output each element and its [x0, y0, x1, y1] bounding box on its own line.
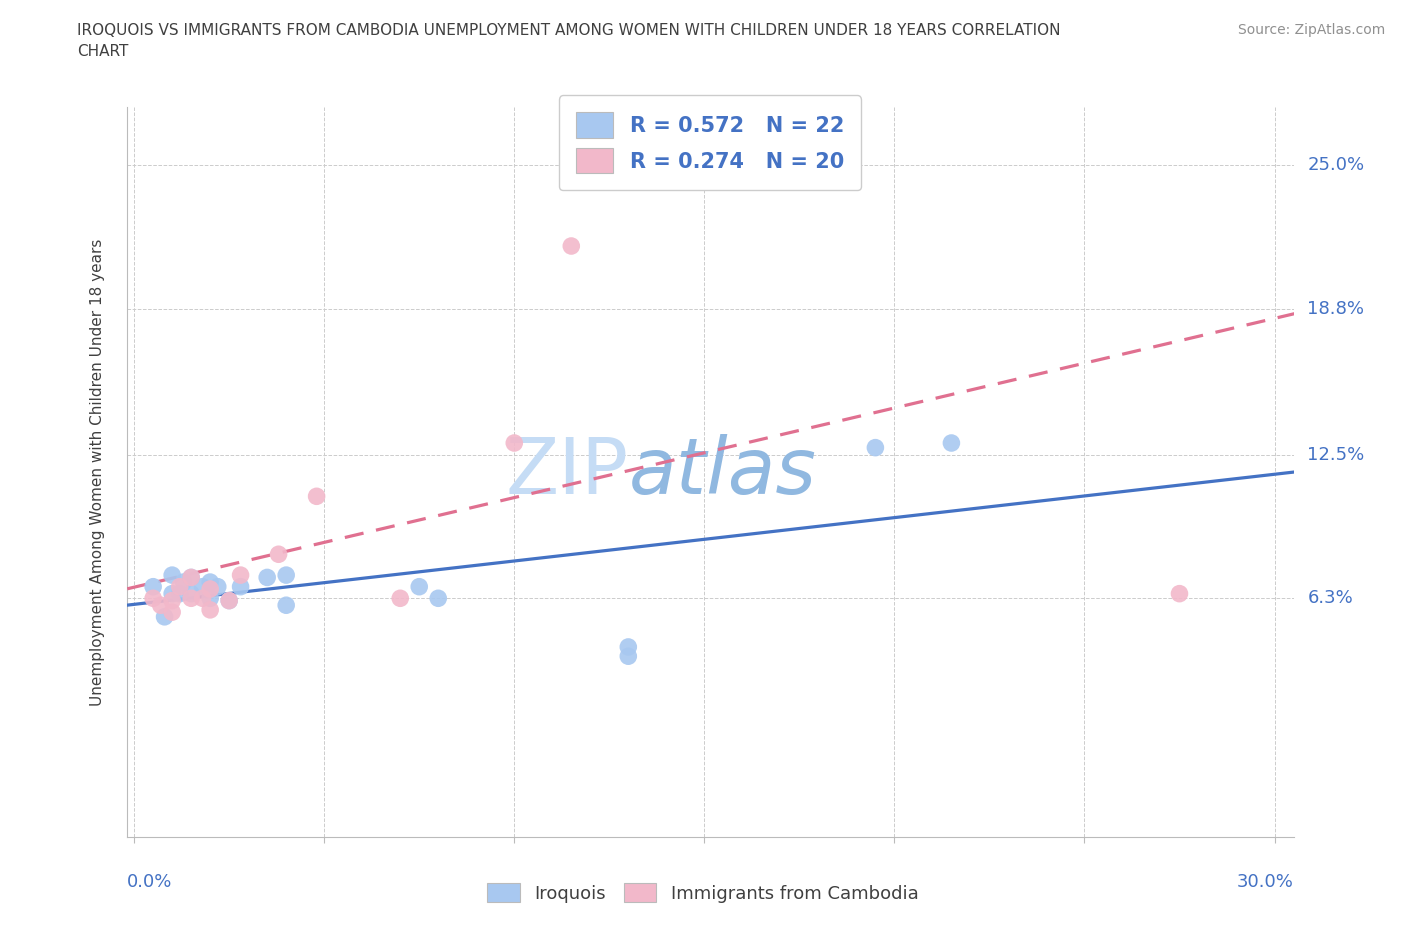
Point	[160, 593, 183, 608]
Text: IROQUOIS VS IMMIGRANTS FROM CAMBODIA UNEMPLOYMENT AMONG WOMEN WITH CHILDREN UNDE: IROQUOIS VS IMMIGRANTS FROM CAMBODIA UNE…	[77, 23, 1062, 38]
Point	[142, 579, 165, 594]
Point	[1168, 586, 1191, 601]
Point	[267, 547, 290, 562]
Point	[305, 489, 328, 504]
Point	[207, 579, 229, 594]
Point	[180, 570, 202, 585]
Point	[180, 570, 202, 585]
Point	[769, 169, 792, 184]
Point	[149, 598, 172, 613]
Point	[191, 579, 214, 594]
Legend: R = 0.572   N = 22, R = 0.274   N = 20: R = 0.572 N = 22, R = 0.274 N = 20	[560, 96, 860, 190]
Text: 25.0%: 25.0%	[1308, 156, 1365, 174]
Point	[256, 570, 278, 585]
Point	[153, 609, 176, 624]
Point	[503, 435, 526, 450]
Point	[142, 591, 165, 605]
Point	[276, 598, 298, 613]
Point	[617, 649, 640, 664]
Text: 18.8%: 18.8%	[1308, 299, 1364, 317]
Point	[180, 591, 202, 605]
Point	[169, 579, 191, 594]
Text: 6.3%: 6.3%	[1308, 590, 1353, 607]
Point	[191, 591, 214, 605]
Point	[180, 586, 202, 601]
Point	[218, 593, 240, 608]
Point	[229, 579, 252, 594]
Point	[198, 581, 221, 596]
Point	[160, 604, 183, 619]
Point	[169, 586, 191, 601]
Point	[218, 593, 240, 608]
Point	[617, 640, 640, 655]
Point	[408, 579, 430, 594]
Point	[160, 567, 183, 582]
Point	[427, 591, 450, 605]
Point	[198, 591, 221, 605]
Text: 30.0%: 30.0%	[1237, 873, 1294, 891]
Legend: Iroquois, Immigrants from Cambodia: Iroquois, Immigrants from Cambodia	[479, 875, 927, 910]
Point	[229, 567, 252, 582]
Text: atlas: atlas	[628, 434, 817, 510]
Point	[560, 239, 582, 254]
Point	[865, 440, 887, 455]
Text: CHART: CHART	[77, 44, 129, 59]
Point	[276, 567, 298, 582]
Point	[198, 575, 221, 590]
Point	[941, 435, 963, 450]
Y-axis label: Unemployment Among Women with Children Under 18 years: Unemployment Among Women with Children U…	[90, 238, 105, 706]
Point	[173, 575, 195, 590]
Text: 0.0%: 0.0%	[127, 873, 172, 891]
Text: ZIP: ZIP	[505, 434, 628, 510]
Point	[160, 586, 183, 601]
Text: Source: ZipAtlas.com: Source: ZipAtlas.com	[1237, 23, 1385, 37]
Point	[198, 603, 221, 618]
Text: 12.5%: 12.5%	[1308, 445, 1365, 463]
Point	[389, 591, 412, 605]
